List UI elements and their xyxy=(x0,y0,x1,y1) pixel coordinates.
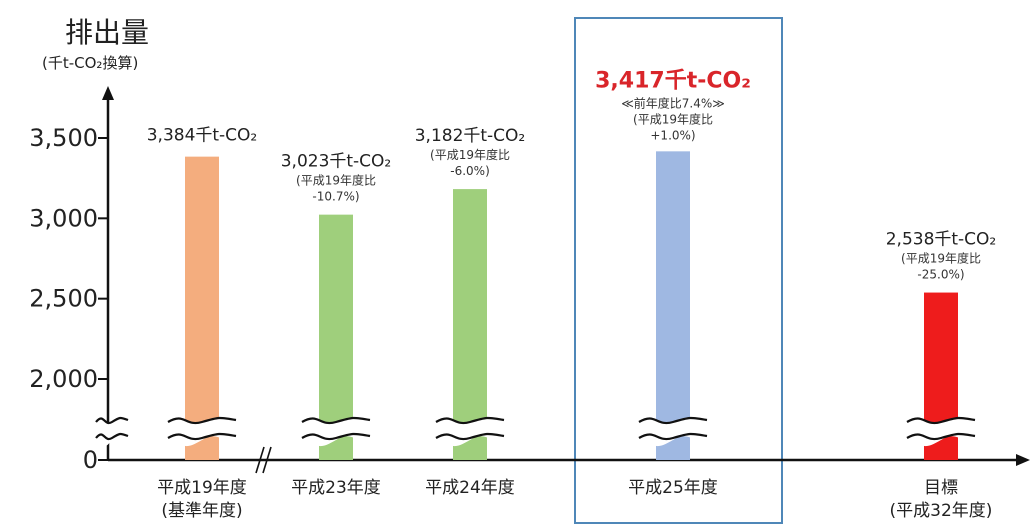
axis-break-band xyxy=(96,417,128,447)
axis-break-band xyxy=(168,417,236,447)
bar xyxy=(656,151,690,460)
axis-break-wave xyxy=(301,432,371,441)
axis-break-wave xyxy=(906,432,976,441)
bar xyxy=(185,156,219,460)
category-label: (基準年度) xyxy=(161,501,242,521)
category-label: 平成24年度 xyxy=(425,478,515,498)
y-tick-label: 3,000 xyxy=(29,204,98,232)
category-label: 平成23年度 xyxy=(291,478,381,498)
value-label: 3,384千t-CO₂ xyxy=(147,126,258,146)
axis-break-band xyxy=(302,417,370,447)
axis-break-wave xyxy=(95,416,129,425)
chart-title: 排出量 xyxy=(65,16,149,49)
value-sublabel: -25.0%) xyxy=(917,268,964,282)
x-axis-arrow xyxy=(1016,454,1030,466)
axis-break-wave xyxy=(435,432,505,441)
value-sublabel: ≪前年度比7.4%≫ xyxy=(621,95,725,110)
value-label: 2,538千t-CO₂ xyxy=(886,230,997,250)
y-axis-unit: (千t-CO₂換算) xyxy=(42,54,138,72)
axis-break-band xyxy=(436,417,504,447)
category-label: 平成25年度 xyxy=(628,478,718,498)
axis-break-wave xyxy=(167,432,237,441)
axis-break-band xyxy=(639,417,707,447)
value-sublabel: (平成19年度比 xyxy=(901,251,981,266)
y-tick-label: 0 xyxy=(83,446,98,474)
value-sublabel: +1.0%) xyxy=(650,128,695,142)
value-sublabel: -10.7%) xyxy=(312,190,359,204)
axis-break-wave xyxy=(638,432,708,441)
x-axis-break-mark xyxy=(262,446,272,474)
y-tick-label: 3,500 xyxy=(29,124,98,152)
axis-break-wave xyxy=(301,416,371,425)
highlight-frame xyxy=(574,17,783,524)
y-tick-label: 2,500 xyxy=(29,285,98,313)
value-sublabel: (平成19年度比 xyxy=(633,111,713,126)
category-label: 平成19年度 xyxy=(157,478,247,498)
x-axis-break-mark xyxy=(255,446,265,474)
axis-break-wave xyxy=(906,416,976,425)
value-sublabel: (平成19年度比 xyxy=(430,147,510,162)
value-label: 3,023千t-CO₂ xyxy=(281,152,392,172)
category-label: 目標 xyxy=(924,478,958,498)
axis-break-wave xyxy=(435,416,505,425)
value-sublabel: (平成19年度比 xyxy=(296,173,376,188)
axis-break-wave xyxy=(95,432,129,441)
bar xyxy=(453,189,487,461)
value-label: 3,182千t-CO₂ xyxy=(415,126,526,146)
axis-break-wave xyxy=(638,416,708,425)
value-label: 3,417千t-CO₂ xyxy=(595,68,751,93)
category-label: (平成32年度) xyxy=(890,501,993,521)
y-axis-arrow xyxy=(102,86,114,100)
axis-break-band xyxy=(907,417,975,447)
y-tick-label: 2,000 xyxy=(29,365,98,393)
value-sublabel: -6.0%) xyxy=(450,164,490,178)
axis-break-wave xyxy=(167,416,237,425)
